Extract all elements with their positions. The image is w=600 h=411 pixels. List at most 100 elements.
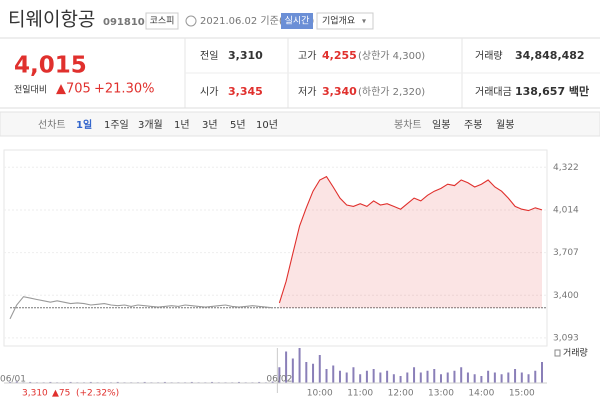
tab-bar	[0, 111, 600, 137]
volume-bar	[480, 376, 483, 383]
chart-frame	[3, 149, 548, 347]
day-change: ▲75	[52, 389, 70, 399]
volume-bar	[399, 376, 402, 383]
stat-value: 3,310	[228, 49, 263, 62]
tab-label: 선차트	[38, 119, 66, 131]
stat-label: 고가	[298, 50, 316, 62]
volume-bar	[285, 351, 288, 383]
volume-bar	[163, 381, 166, 383]
volume-bar	[325, 369, 328, 383]
tab[interactable]: 3개월	[138, 119, 163, 131]
volume-bar	[439, 374, 442, 383]
price: 4,015	[14, 53, 87, 79]
stats: 전일 3,310 고가 4,255 (상한가 4,300) 거래량 34,848,482 시가…	[200, 49, 589, 98]
tab[interactable]: 월봉	[496, 119, 514, 131]
tab[interactable]: 1년	[174, 119, 190, 131]
volume-bar	[473, 374, 476, 383]
stock-code: 091810	[103, 17, 145, 28]
volume-icon	[554, 349, 561, 357]
volume-bar	[116, 381, 119, 383]
volume-bar	[514, 369, 517, 383]
volume-bar	[29, 381, 32, 383]
stat-label: 시가	[200, 86, 218, 98]
market-badge	[145, 12, 179, 30]
volume-bar	[258, 381, 261, 383]
day-rate: (+2.32%)	[76, 389, 119, 399]
volume-bar	[237, 381, 240, 383]
y-tick-label: 4,322	[553, 163, 579, 173]
tab[interactable]: 주봉	[464, 119, 482, 131]
volume-bar	[332, 365, 335, 383]
stat-sub: (하한가 2,320)	[358, 85, 425, 98]
volume-bar	[487, 370, 490, 383]
volume-bar	[291, 358, 294, 383]
y-tick-label: 4,014	[553, 206, 579, 216]
x-tick-label: 13:00	[428, 389, 454, 399]
volume-bar	[419, 372, 422, 383]
volume-bar	[453, 370, 456, 383]
tab-label: 봉차트	[394, 119, 422, 131]
price-line	[278, 175, 543, 304]
volume-bar	[507, 372, 510, 383]
tab[interactable]: 일봉	[432, 119, 450, 131]
volume-bar	[413, 367, 416, 383]
volume-bar	[49, 381, 52, 383]
change-label: 전일대비	[14, 85, 47, 96]
tab[interactable]: 10년	[256, 119, 278, 131]
company[interactable]: 기업개요	[322, 16, 355, 27]
clock-icon	[185, 15, 197, 27]
realtime-badge[interactable]	[281, 13, 313, 29]
x-tick-label: 14:00	[468, 389, 494, 399]
volume-bar	[305, 362, 308, 383]
tab[interactable]: 1일	[76, 118, 92, 131]
chart: 3,093 3,400 3,707 4,014 4,322 거래량 06/01 06/02 10…	[0, 163, 588, 399]
volume-bar	[541, 362, 543, 383]
rate: +21.30%	[94, 82, 154, 97]
volume-bar	[520, 372, 523, 383]
volume-bar	[433, 369, 436, 383]
y-tick-label: 3,400	[553, 291, 579, 301]
stat-sub: (상한가 4,300)	[358, 50, 425, 62]
volume-bar	[493, 372, 496, 383]
volume-bar	[392, 374, 395, 383]
volume-bar	[338, 370, 341, 383]
company-button[interactable]	[316, 12, 374, 30]
day-close: 3,310	[22, 389, 48, 399]
volume-bar	[527, 374, 530, 383]
tab[interactable]: 3년	[202, 119, 218, 131]
volume-bar	[69, 381, 72, 383]
volume-bar	[345, 372, 348, 383]
volume-bar	[312, 363, 315, 383]
stat-label: 거래대금	[475, 86, 512, 98]
volume-bar	[466, 372, 469, 383]
stat-value: 3,345	[228, 85, 263, 98]
stock-name: 티웨이항공	[8, 9, 95, 31]
volume-bar	[386, 370, 389, 383]
volume-bar	[365, 370, 368, 383]
realtime[interactable]: 실시간	[285, 16, 310, 27]
volume-bar	[9, 381, 11, 383]
tab[interactable]: 5년	[230, 119, 246, 131]
stat-label: 전일	[200, 50, 218, 62]
y-tick-label: 3,707	[553, 248, 579, 258]
x-tick-label: 10:00	[307, 389, 333, 399]
volume-label: 거래량	[563, 347, 588, 359]
y-tick-label: 3,093	[553, 333, 579, 343]
stat-value: 138,657 백만	[515, 84, 589, 98]
volume-bar	[190, 381, 193, 383]
volume-bar	[379, 372, 382, 383]
volume-bar	[359, 374, 362, 383]
volume-bar	[352, 367, 355, 383]
stat-value: 3,340	[322, 85, 357, 98]
x-tick-label: 12:00	[388, 389, 414, 399]
volume-bar	[460, 367, 463, 383]
tab[interactable]: 1주일	[104, 119, 129, 131]
volume-bar	[278, 367, 281, 383]
tabs: 선차트 1일 1주일 3개월 1년 3년 5년 10년 봉차트 일봉 주봉 월봉	[38, 118, 514, 131]
volume-bar	[372, 369, 375, 383]
stat-label: 저가	[298, 86, 316, 98]
volume-bar	[15, 381, 18, 383]
stat-value: 34,848,482	[515, 49, 585, 62]
change: ▲705	[56, 82, 91, 97]
